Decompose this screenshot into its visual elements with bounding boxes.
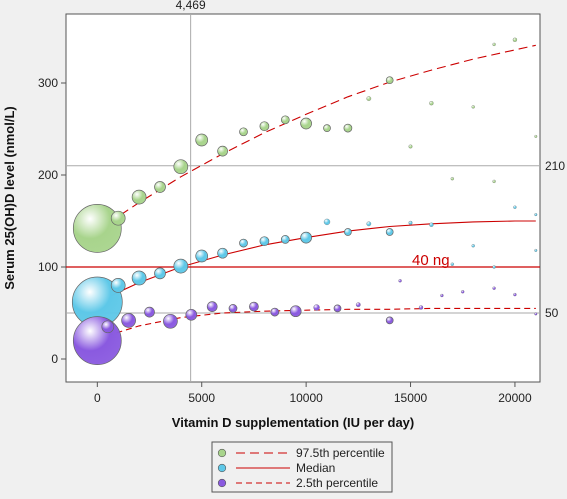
- bubble-median: [131, 270, 147, 286]
- y-tick-label: 0: [51, 352, 58, 366]
- bubble-97-5th-percentile: [217, 145, 228, 157]
- legend-marker-median: [217, 463, 227, 473]
- bubble-97-5th-percentile: [173, 159, 189, 175]
- bubble-2-5th-percentile: [206, 301, 218, 312]
- bubble-2-5th-percentile: [163, 313, 178, 329]
- bubble-97-5th-percentile: [323, 124, 331, 132]
- bubble-97-5th-percentile: [385, 76, 394, 85]
- bubble-2-5th-percentile: [513, 292, 517, 297]
- bubble-median: [534, 248, 538, 252]
- x-tick-label: 20000: [498, 391, 532, 405]
- bubble-97-5th-percentile: [239, 127, 248, 137]
- bubble-median: [239, 238, 248, 248]
- reference-label-50: 50: [545, 306, 559, 320]
- bubble-median: [110, 278, 126, 293]
- bubble-97-5th-percentile: [154, 181, 166, 193]
- bubble-2-5th-percentile: [249, 301, 259, 312]
- bubble-2-5th-percentile: [289, 305, 302, 318]
- bubble-2-5th-percentile: [355, 302, 361, 308]
- bubble-97-5th-percentile: [512, 37, 518, 42]
- x-tick-label: 15000: [394, 391, 428, 405]
- bubble-median: [217, 247, 228, 259]
- bubble-2-5th-percentile: [333, 304, 342, 313]
- legend-label-97-5th-percentile: 97.5th percentile: [296, 446, 385, 460]
- percentile-curves: [96, 44, 536, 340]
- bubble-2-5th-percentile: [313, 304, 320, 311]
- reference-label-40-ng: 40 ng: [412, 252, 450, 269]
- bubble-97-5th-percentile: [366, 96, 372, 101]
- x-tick-label: 0: [94, 391, 101, 405]
- bubble-2-5th-percentile: [270, 307, 280, 317]
- bubble-2-5th-percentile: [185, 308, 198, 321]
- bubble-97-5th-percentile: [110, 210, 126, 226]
- bubble-median: [492, 265, 496, 269]
- bubble-median: [344, 228, 352, 236]
- x-tick-label: 10000: [289, 391, 323, 405]
- bubble-median: [154, 267, 166, 280]
- bubble-2-5th-percentile: [101, 320, 115, 334]
- bubble-median: [173, 258, 189, 274]
- legend-label-median: Median: [296, 461, 335, 475]
- bubble-median: [429, 222, 434, 227]
- y-axis-label: Serum 25(OH)D level (nmol/L): [2, 106, 17, 289]
- legend-label-2-5th-percentile: 2.5th percentile: [296, 476, 378, 490]
- bubble-median: [408, 220, 413, 225]
- bubble-97-5th-percentile: [492, 179, 496, 184]
- y-tick-label: 100: [38, 260, 58, 274]
- x-axis-label: Vitamin D supplementation (IU per day): [172, 415, 414, 430]
- bubble-97-5th-percentile: [343, 123, 353, 133]
- y-tick-label: 200: [38, 168, 58, 182]
- bubble-97-5th-percentile: [534, 134, 538, 138]
- bubble-2-5th-percentile: [385, 316, 394, 325]
- bubble-2-5th-percentile: [461, 290, 465, 294]
- bubble-median: [513, 205, 517, 209]
- bubble-median: [534, 213, 538, 217]
- bubble-97-5th-percentile: [72, 204, 122, 253]
- bubble-median: [385, 228, 394, 236]
- curve-median: [97, 220, 536, 303]
- bubble-median: [323, 218, 331, 226]
- axes: 0 5000 10000 15000 20000 0 100 200 300: [38, 76, 532, 405]
- bubble-97-5th-percentile: [471, 105, 475, 109]
- bubble-2-5th-percentile: [228, 304, 238, 313]
- bubble-97-5th-percentile: [280, 115, 290, 125]
- bubble-median: [259, 236, 270, 247]
- bubble-median: [280, 235, 290, 244]
- curve-2-5th-percentile: [97, 307, 536, 340]
- vertical-reference-label: 4,469: [176, 0, 206, 12]
- bubble-97-5th-percentile: [450, 177, 454, 181]
- bubble-median: [195, 249, 209, 263]
- bubble-2-5th-percentile: [534, 312, 538, 316]
- bubble-97-5th-percentile: [131, 189, 147, 205]
- bubble-97-5th-percentile: [408, 144, 413, 149]
- legend-box: [211, 441, 393, 493]
- reference-label-210: 210: [545, 159, 565, 173]
- bubble-2-5th-percentile: [492, 286, 496, 290]
- bubble-97-5th-percentile: [259, 121, 270, 132]
- bubble-median: [471, 244, 475, 248]
- bubble-97-5th-percentile: [492, 42, 496, 47]
- curve-97-5th-percentile: [96, 44, 536, 231]
- bubble-2-5th-percentile: [121, 313, 136, 328]
- legend-marker-2-5th-percentile: [217, 478, 227, 488]
- bubble-median: [450, 262, 454, 266]
- bubble-points: [71, 37, 538, 365]
- y-tick-label: 300: [38, 76, 58, 90]
- bubble-97-5th-percentile: [300, 117, 312, 130]
- bubble-2-5th-percentile: [144, 306, 155, 318]
- bubble-97-5th-percentile: [195, 133, 209, 147]
- bubble-2-5th-percentile: [72, 316, 122, 365]
- bubble-97-5th-percentile: [429, 101, 434, 106]
- legend-marker-97-5th-percentile: [217, 448, 227, 458]
- bubble-median: [300, 231, 312, 244]
- bubble-2-5th-percentile: [440, 293, 444, 298]
- x-tick-label: 5000: [188, 391, 215, 405]
- bubble-2-5th-percentile: [398, 279, 402, 283]
- bubble-2-5th-percentile: [418, 305, 424, 310]
- bubble-median: [366, 221, 372, 227]
